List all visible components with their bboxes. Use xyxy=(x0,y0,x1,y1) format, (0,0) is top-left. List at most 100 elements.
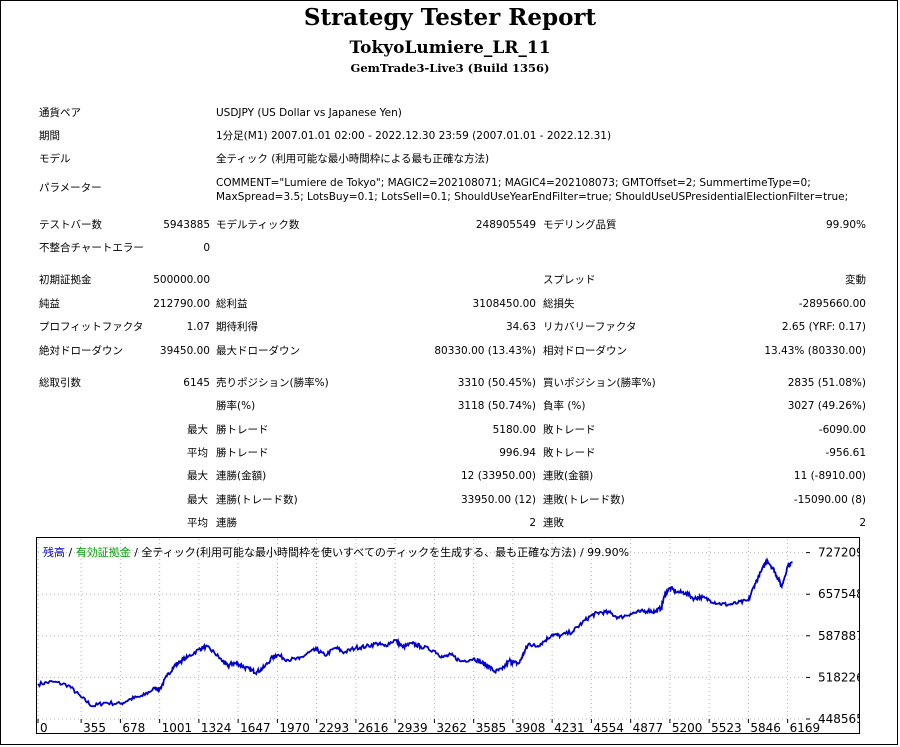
x-tick-label: 5846 xyxy=(750,721,781,734)
max-consec-count-prefix: 最大 xyxy=(187,494,208,506)
absolute-drawdown-value: 39450.00 xyxy=(159,345,210,357)
errors-label: 不整合チャートエラー xyxy=(39,242,144,254)
y-tick-label: 448565 xyxy=(818,712,860,726)
avg-consec-wins-value: 2 xyxy=(529,517,536,529)
short-positions-value: 3310 (50.45%) xyxy=(457,377,536,389)
recovery-factor-value: 2.65 (YRF: 0.17) xyxy=(781,321,866,333)
max-consec-profit-value: 33950.00 (12) xyxy=(461,494,536,506)
long-positions-label: 買いポジション(勝率%) xyxy=(543,377,656,389)
x-tick-label: 3262 xyxy=(436,721,467,734)
largest-win-value: 5180.00 xyxy=(492,424,536,436)
x-tick-label: 2293 xyxy=(319,721,350,734)
gross-loss-value: -2895660.00 xyxy=(798,298,866,310)
gross-profit-value: 3108450.00 xyxy=(472,298,536,310)
x-tick-label: 4877 xyxy=(633,721,664,734)
bars-value: 5943885 xyxy=(163,219,210,231)
period-label: 期間 xyxy=(39,130,60,142)
errors-value: 0 xyxy=(203,242,210,254)
average-prefix: 平均 xyxy=(187,447,208,459)
x-tick-label: 678 xyxy=(122,721,145,734)
spread-label: スプレッド xyxy=(543,274,596,286)
y-axis-ticks: 727209 657548 587887 518226 448565 xyxy=(806,546,860,726)
profit-factor-label: プロフィットファクタ xyxy=(39,321,144,333)
params-label: パラメーター xyxy=(39,182,102,194)
loss-rate-value: 3027 (49.26%) xyxy=(787,400,866,412)
relative-drawdown-label: 相対ドローダウン xyxy=(543,345,627,357)
x-tick-label: 6169 xyxy=(790,721,821,734)
largest-loss-label: 敗トレード xyxy=(543,424,596,436)
model-label: モデル xyxy=(39,153,71,165)
loss-rate-label: 負率 (%) xyxy=(543,400,586,412)
average-win-value: 996.94 xyxy=(499,447,536,459)
x-tick-label: 4554 xyxy=(593,721,624,734)
profit-factor-value: 1.07 xyxy=(186,321,210,333)
total-trades-value: 6145 xyxy=(183,377,210,389)
x-tick-label: 1324 xyxy=(201,721,232,734)
x-tick-label: 5200 xyxy=(672,721,703,734)
absolute-drawdown-label: 絶対ドローダウン xyxy=(39,345,123,357)
max-consec-wins-value: 12 (33950.00) xyxy=(461,470,536,482)
x-axis-ticks: 0 355 678 1001 1324 1647 1970 2293 2616 2939 3262 3… xyxy=(37,719,821,734)
ea-name: TokyoLumiere_LR_11 xyxy=(349,38,551,58)
average-loss-label: 敗トレード xyxy=(543,447,596,459)
x-tick-label: 1647 xyxy=(240,721,271,734)
x-tick-label: 3585 xyxy=(476,721,507,734)
symbol-label: 通貨ペア xyxy=(39,107,81,119)
ticks-label: モデルティック数 xyxy=(216,219,300,231)
chart-series xyxy=(37,557,793,708)
x-tick-label: 0 xyxy=(40,721,48,734)
y-tick-label: 727209 xyxy=(818,546,860,560)
server-build: GemTrade3-Live3 (Build 1356) xyxy=(350,61,550,75)
x-tick-label: 3908 xyxy=(515,721,546,734)
y-tick-label: 518226 xyxy=(818,670,860,684)
bars-label: テストバー数 xyxy=(39,219,102,231)
max-consec-loss-value: -15090.00 (8) xyxy=(793,494,866,506)
average-loss-value: -956.61 xyxy=(825,447,866,459)
win-rate-label: 勝率(%) xyxy=(216,400,256,412)
win-rate-value: 3118 (50.74%) xyxy=(457,400,536,412)
chart-legend: 残高 / 有効証拠金 / 全ティック(利用可能な最小時間枠を使いすべてのティック… xyxy=(43,544,629,560)
avg-consec-prefix: 平均 xyxy=(187,517,208,529)
legend-separator: / xyxy=(65,546,76,559)
legend-balance: 残高 xyxy=(43,546,65,559)
params-value: COMMENT="Lumiere de Tokyo"; MAGIC2=20210… xyxy=(216,177,849,203)
legend-equity: 有効証拠金 xyxy=(75,546,131,559)
total-trades-label: 総取引数 xyxy=(39,377,81,389)
avg-consec-wins-label: 連勝 xyxy=(216,517,237,529)
max-consec-profit-label: 連勝(トレード数) xyxy=(216,494,298,506)
model-value: 全ティック (利用可能な最小時間枠による最も正確な方法) xyxy=(216,153,490,165)
x-tick-label: 1001 xyxy=(162,721,193,734)
largest-prefix: 最大 xyxy=(187,424,208,436)
symbol-value: USDJPY (US Dollar vs Japanese Yen) xyxy=(216,107,402,119)
max-consec-wins-label: 連勝(金額) xyxy=(216,470,267,482)
legend-description: / 全ティック(利用可能な最小時間枠を使いすべてのティックを生成する、最も正確な… xyxy=(130,546,630,559)
y-tick-label: 657548 xyxy=(818,587,860,601)
avg-consec-losses-value: 2 xyxy=(859,517,866,529)
long-positions-value: 2835 (51.08%) xyxy=(787,377,866,389)
net-profit-value: 212790.00 xyxy=(153,298,210,310)
recovery-factor-label: リカバリーファクタ xyxy=(543,321,637,333)
short-positions-label: 売りポジション(勝率%) xyxy=(216,377,329,389)
balance-line xyxy=(37,557,793,708)
x-tick-label: 1970 xyxy=(279,721,310,734)
max-consec-losses-label: 連敗(金額) xyxy=(543,470,594,482)
spread-value: 変動 xyxy=(845,274,866,286)
deposit-label: 初期証拠金 xyxy=(39,274,92,286)
balance-chart: 727209 657548 587887 518226 448565 0 355 678 10… xyxy=(36,537,860,734)
x-tick-label: 4231 xyxy=(554,721,585,734)
expected-payoff-value: 34.63 xyxy=(505,321,536,333)
average-win-label: 勝トレード xyxy=(216,447,269,459)
maximal-drawdown-label: 最大ドローダウン xyxy=(216,345,300,357)
period-value: 1分足(M1) 2007.01.01 02:00 - 2022.12.30 23… xyxy=(216,130,612,142)
largest-win-label: 勝トレード xyxy=(216,424,269,436)
y-tick-label: 587887 xyxy=(818,629,860,643)
x-tick-label: 355 xyxy=(83,721,106,734)
chart-grid xyxy=(37,539,806,720)
largest-loss-value: -6090.00 xyxy=(818,424,866,436)
maximal-drawdown-value: 80330.00 (13.43%) xyxy=(434,345,536,357)
x-tick-label: 2616 xyxy=(358,721,389,734)
x-tick-label: 5523 xyxy=(711,721,742,734)
max-consec-loss-label: 連敗(トレード数) xyxy=(543,494,625,506)
gross-loss-label: 総損失 xyxy=(543,298,575,310)
